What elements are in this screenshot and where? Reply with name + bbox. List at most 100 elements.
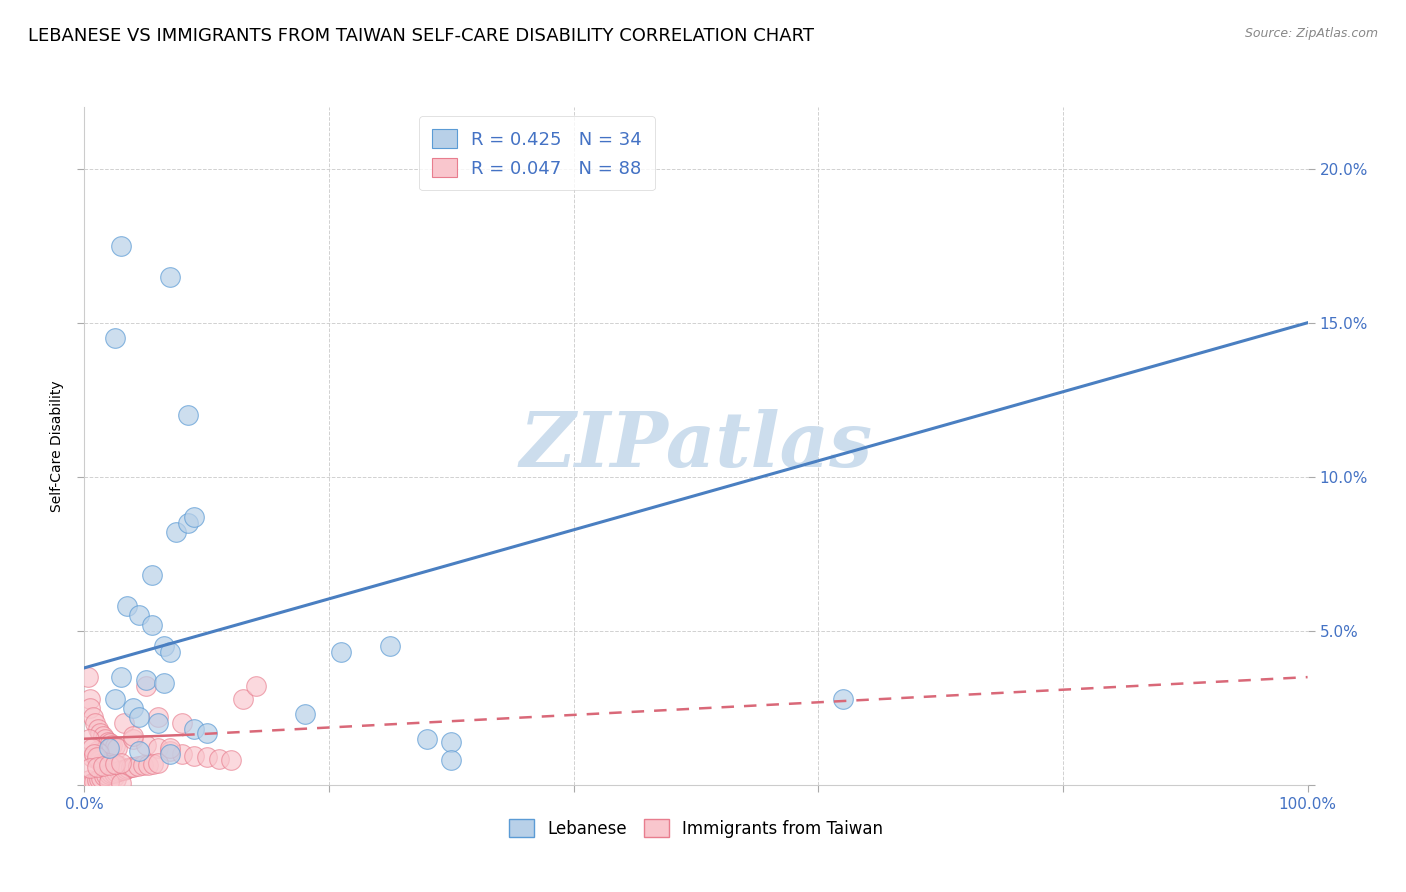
Point <box>110 763 132 777</box>
Point <box>120 760 142 774</box>
Point <box>110 776 132 790</box>
Point <box>115 762 138 776</box>
Point <box>103 770 125 784</box>
Text: Source: ZipAtlas.com: Source: ZipAtlas.com <box>1244 27 1378 40</box>
Text: LEBANESE VS IMMIGRANTS FROM TAIWAN SELF-CARE DISABILITY CORRELATION CHART: LEBANESE VS IMMIGRANTS FROM TAIWAN SELF-… <box>28 27 814 45</box>
Point <box>115 599 138 614</box>
Point <box>440 753 463 767</box>
Point <box>142 757 165 772</box>
Point <box>110 238 132 252</box>
Point <box>86 752 108 766</box>
Point <box>112 716 135 731</box>
Point <box>107 759 129 773</box>
Point <box>79 691 101 706</box>
Point <box>89 753 111 767</box>
Point <box>104 331 127 345</box>
Point <box>172 747 194 761</box>
Point <box>183 723 205 737</box>
Point <box>831 691 853 706</box>
Point <box>79 701 101 715</box>
Point <box>77 670 100 684</box>
Point <box>96 763 118 777</box>
Point <box>97 775 120 789</box>
Point <box>294 707 316 722</box>
Point <box>105 772 128 786</box>
Point <box>141 617 163 632</box>
Point <box>232 691 254 706</box>
Point <box>83 747 105 761</box>
Text: ZIPatlas: ZIPatlas <box>519 409 873 483</box>
Point <box>107 764 129 778</box>
Point <box>87 772 110 787</box>
Point <box>91 759 114 773</box>
Point <box>128 710 150 724</box>
Point <box>91 729 114 743</box>
Point <box>100 769 122 783</box>
Point <box>380 640 402 654</box>
Point <box>127 759 149 773</box>
Point <box>80 776 103 790</box>
Point <box>132 758 155 772</box>
Point <box>93 769 115 783</box>
Point <box>80 741 103 756</box>
Point <box>94 731 117 746</box>
Point <box>153 640 176 654</box>
Point <box>112 763 135 777</box>
Point <box>195 750 218 764</box>
Point <box>97 765 120 780</box>
Point <box>159 645 181 659</box>
Point <box>87 723 110 737</box>
Point <box>128 608 150 623</box>
Point <box>159 747 181 761</box>
Point <box>165 525 187 540</box>
Point <box>245 679 267 693</box>
Point <box>87 753 110 767</box>
Point <box>330 645 353 659</box>
Legend: Lebanese, Immigrants from Taiwan: Lebanese, Immigrants from Taiwan <box>502 813 890 845</box>
Point <box>97 767 120 781</box>
Point <box>172 716 194 731</box>
Point <box>122 731 145 746</box>
Point <box>117 761 139 775</box>
Point <box>80 750 103 764</box>
Point <box>122 701 145 715</box>
Point <box>90 771 112 785</box>
Point <box>103 765 125 780</box>
Point <box>84 716 107 731</box>
Point <box>101 738 124 752</box>
Point <box>177 516 200 530</box>
Point <box>77 773 100 788</box>
Point <box>93 755 115 769</box>
Point <box>83 747 105 761</box>
Point <box>146 756 169 771</box>
Point <box>440 735 463 749</box>
Point <box>97 758 120 772</box>
Point <box>135 673 157 688</box>
Point <box>86 750 108 764</box>
Point <box>141 568 163 582</box>
Point <box>105 741 128 756</box>
Point <box>83 775 105 789</box>
Point <box>136 757 159 772</box>
Point <box>104 757 127 772</box>
Point <box>183 509 205 524</box>
Point <box>219 753 242 767</box>
Point <box>135 679 157 693</box>
Point <box>110 670 132 684</box>
Point <box>159 741 181 756</box>
Point <box>122 729 145 743</box>
Point <box>103 758 125 772</box>
Point <box>87 746 110 760</box>
Point <box>122 760 145 774</box>
Point <box>77 731 100 746</box>
Point <box>86 773 108 788</box>
Point <box>79 761 101 775</box>
Point <box>195 725 218 739</box>
Point <box>98 736 121 750</box>
Point <box>97 756 120 771</box>
Point <box>82 710 104 724</box>
Point <box>416 731 439 746</box>
Point <box>97 735 120 749</box>
Point <box>153 676 176 690</box>
Point <box>128 744 150 758</box>
